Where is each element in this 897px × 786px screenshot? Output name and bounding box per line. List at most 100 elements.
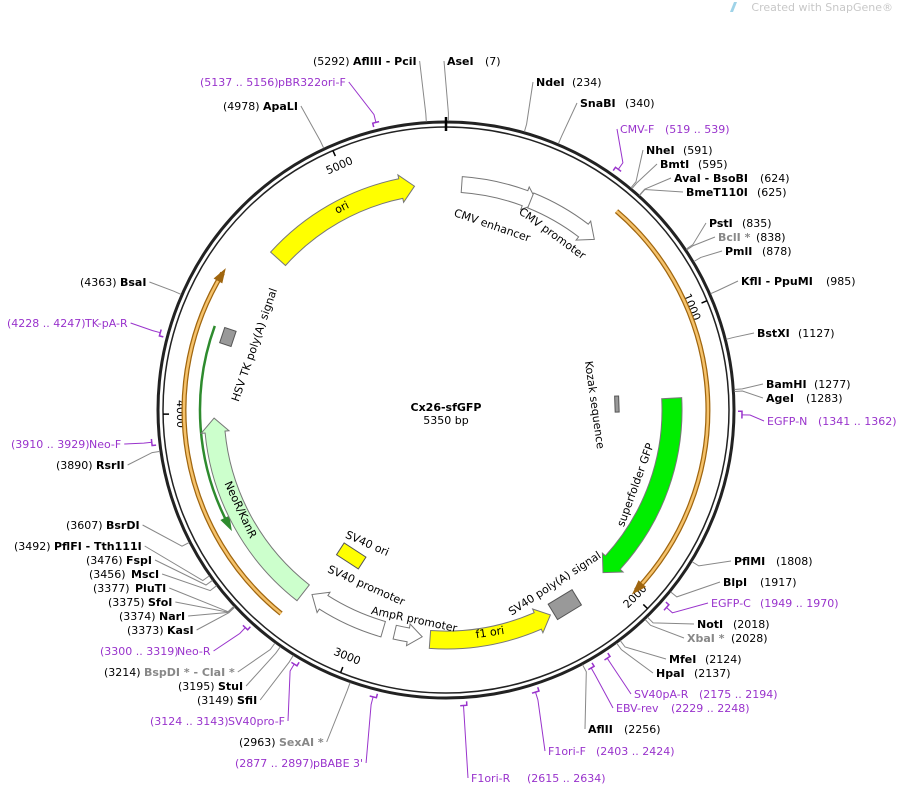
site-name: NdeI <box>536 76 565 89</box>
site-leader <box>196 606 236 631</box>
site-position: (1277) <box>814 378 851 391</box>
site-position: (2229 .. 2248) <box>671 702 750 715</box>
site-leader <box>734 390 764 399</box>
site-name: EGFP-N <box>767 415 807 428</box>
site-name: BamHI <box>766 378 807 391</box>
site-name: AflII <box>588 723 613 736</box>
feature-box <box>335 542 367 570</box>
site-name: F1ori-F <box>548 745 586 758</box>
site-position: (4363) <box>80 276 117 289</box>
feature-arc <box>615 210 710 592</box>
site-position: (591) <box>683 144 713 157</box>
site-name: ApaLI <box>263 100 298 113</box>
site-position: (3149) <box>197 694 234 707</box>
feature-label: HSV TK poly(A) signal <box>229 286 280 403</box>
map-title: Cx26-sfGFP <box>411 401 482 414</box>
site-leader <box>523 81 534 132</box>
site-position: (3476) <box>86 554 123 567</box>
site-leader <box>142 524 190 547</box>
site-leader <box>300 105 325 149</box>
site-position: (234) <box>572 76 602 89</box>
site-name: F1ori-R <box>471 772 511 785</box>
site-position: (2124) <box>705 653 742 666</box>
site-name: pBABE 3' <box>313 757 363 770</box>
feature-label: ori <box>332 199 351 217</box>
primer-mark <box>291 661 300 667</box>
primer-mark <box>369 693 379 699</box>
site-leader <box>644 619 685 639</box>
site-name: BlpI <box>723 576 747 589</box>
site-leader <box>213 627 246 652</box>
tick-mark <box>339 666 344 673</box>
site-leader <box>326 682 351 743</box>
site-leader <box>154 559 213 586</box>
site-leader <box>557 102 578 144</box>
site-name: PflMI <box>734 555 765 568</box>
site-name: AseI <box>447 55 474 68</box>
feature-arc <box>182 272 282 615</box>
site-name: BsaI <box>120 276 146 289</box>
site-name: CMV-F <box>620 123 654 136</box>
site-position: (835) <box>742 217 772 230</box>
site-leader <box>647 616 695 625</box>
site-leader <box>606 657 632 695</box>
site-leader <box>619 640 667 660</box>
site-name: PluTI <box>135 582 166 595</box>
site-name: Neo-R <box>177 645 211 658</box>
site-leader <box>149 281 182 295</box>
site-leader <box>710 280 739 295</box>
site-name: BsrDI <box>106 519 140 532</box>
site-leader <box>259 655 294 701</box>
site-name: RsrII <box>96 459 125 472</box>
site-position: (624) <box>760 172 790 185</box>
site-leader <box>365 696 374 764</box>
site-name: BclI * <box>718 231 751 244</box>
site-leader <box>144 545 210 582</box>
site-name: NotI <box>697 618 723 631</box>
site-position: (519 .. 539) <box>665 123 730 136</box>
site-name: pBR322ori-F <box>278 76 346 89</box>
site-leader <box>670 581 721 598</box>
site-position: (3214) <box>104 666 141 679</box>
site-leader <box>666 602 709 614</box>
tick-label: 3000 <box>332 645 363 668</box>
site-name: EGFP-C <box>711 597 751 610</box>
site-leader <box>348 81 377 123</box>
site-name: SnaBI <box>580 97 616 110</box>
site-leader <box>161 573 217 592</box>
feature-arrow <box>199 417 311 602</box>
site-name: PmlI <box>725 245 752 258</box>
site-leader <box>631 163 658 190</box>
site-name: KflI - PpuMI <box>741 275 813 288</box>
site-position: (2256) <box>624 723 661 736</box>
site-name: AvaI - BsoBI <box>674 172 748 185</box>
feature-arrow <box>269 173 416 267</box>
site-leader <box>638 177 672 196</box>
site-leader <box>639 188 684 196</box>
site-position: (878) <box>762 245 792 258</box>
site-position: (4978) <box>223 100 260 113</box>
feature-box <box>614 395 620 413</box>
cds-arrowhead <box>220 515 232 532</box>
feature-arrowhead <box>631 580 646 595</box>
feature-label: f1 ori <box>475 624 505 641</box>
site-position: (3374) <box>119 610 156 623</box>
feature-arrow <box>392 622 424 647</box>
feature-arrow <box>527 192 595 241</box>
site-position: (3890) <box>56 459 93 472</box>
site-leader <box>582 664 587 730</box>
site-leader <box>127 450 161 466</box>
site-leader <box>287 663 295 722</box>
site-name: SV40pro-F <box>228 715 285 728</box>
site-position: (2137) <box>694 667 731 680</box>
site-position: (1917) <box>760 576 797 589</box>
site-name: SfiI <box>237 694 257 707</box>
primer-mark <box>738 410 743 419</box>
feature-arrowhead <box>213 268 226 284</box>
site-leader <box>616 642 654 674</box>
feature-arrow <box>428 608 552 650</box>
site-position: (3375) <box>108 596 145 609</box>
site-leader <box>691 560 732 567</box>
site-leader <box>726 332 755 340</box>
primer-mark <box>663 601 670 611</box>
